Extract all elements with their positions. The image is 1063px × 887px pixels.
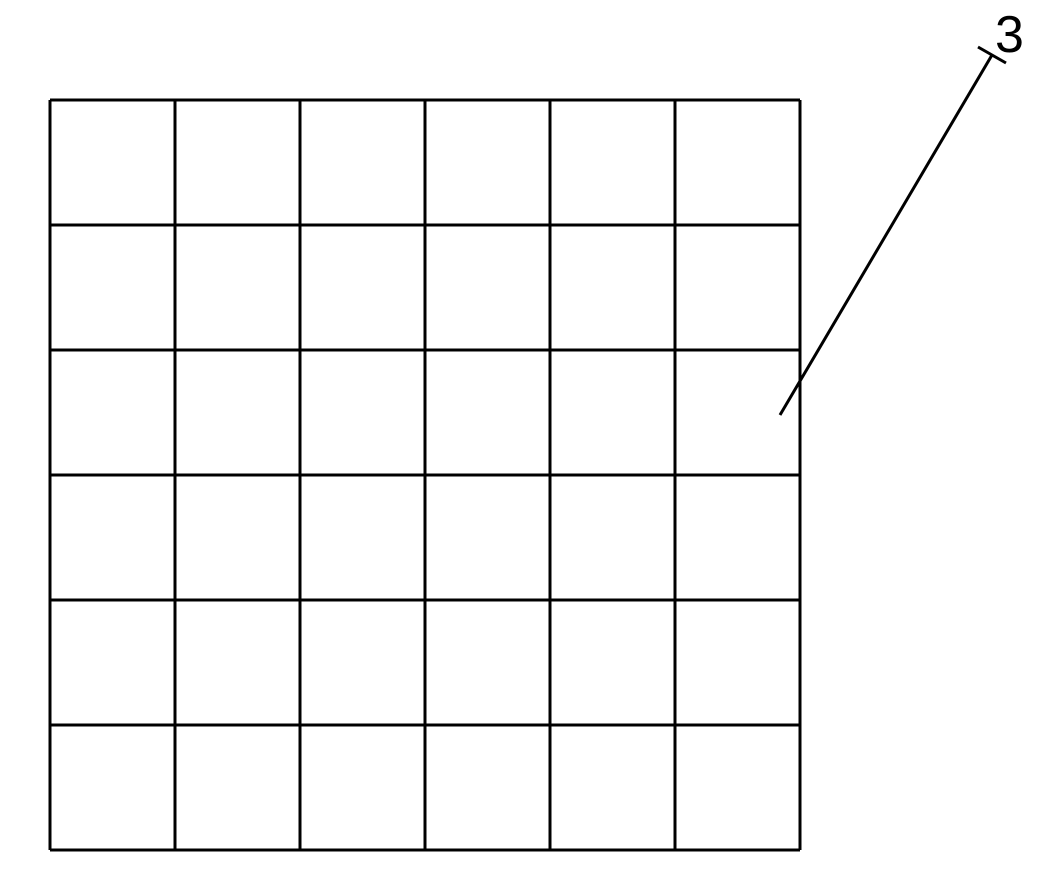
diagram-container: 3 bbox=[0, 0, 1063, 882]
grid-diagram bbox=[0, 0, 1063, 882]
label-3: 3 bbox=[995, 5, 1024, 65]
